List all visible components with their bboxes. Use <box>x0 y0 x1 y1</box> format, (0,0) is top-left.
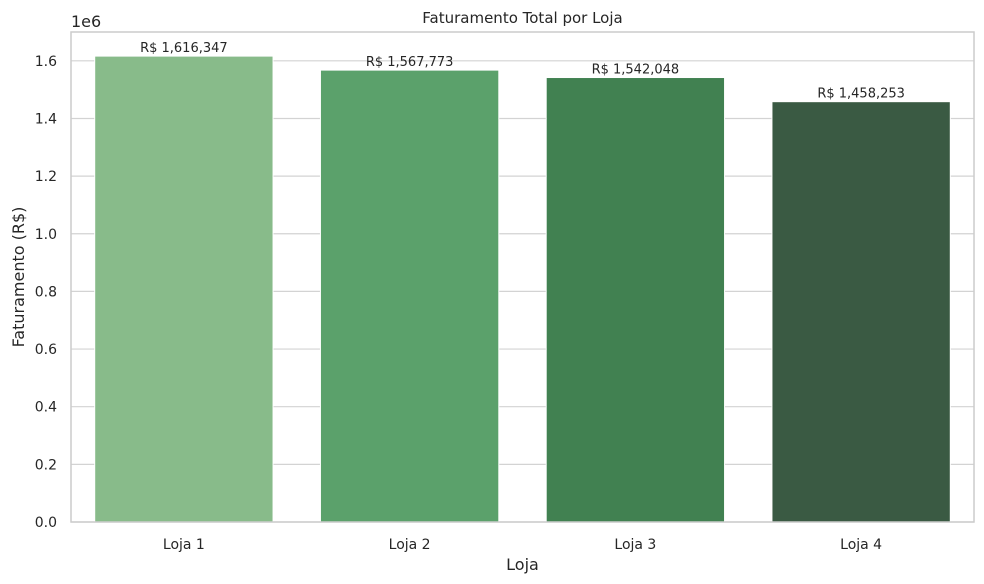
bar-loja-1 <box>94 55 274 523</box>
bar-loja-4 <box>771 101 951 523</box>
y-tick-label: 1.4 <box>35 111 57 127</box>
bar-value-label: R$ 1,616,347 <box>140 41 228 56</box>
x-axis-ticks: Loja 1 Loja 2 Loja 3 Loja 4 <box>163 537 882 553</box>
x-tick-label: Loja 3 <box>614 537 656 553</box>
bar-value-label: R$ 1,567,773 <box>366 55 454 70</box>
data-labels: R$ 1,616,347 R$ 1,567,773 R$ 1,542,048 R$ 1… <box>140 41 905 102</box>
bar-loja-3 <box>545 77 726 523</box>
x-axis-title: Loja <box>506 555 539 574</box>
y-tick-label: 1.6 <box>35 54 57 70</box>
y-axis-offset-label: 1e6 <box>71 12 101 31</box>
y-tick-label: 0.8 <box>35 284 57 300</box>
y-tick-label: 1.0 <box>35 227 57 243</box>
chart-title: Faturamento Total por Loja <box>422 9 622 27</box>
y-tick-label: 1.2 <box>35 169 57 185</box>
bars <box>94 55 951 523</box>
y-tick-label: 0.2 <box>35 457 57 473</box>
bar-value-label: R$ 1,458,253 <box>817 87 905 102</box>
y-tick-label: 0.4 <box>35 400 57 416</box>
y-tick-label: 0.6 <box>35 342 57 358</box>
x-tick-label: Loja 4 <box>840 537 882 553</box>
x-tick-label: Loja 2 <box>389 537 431 553</box>
y-tick-label: 0.0 <box>35 515 57 531</box>
x-tick-label: Loja 1 <box>163 537 205 553</box>
bar-value-label: R$ 1,542,048 <box>592 63 680 78</box>
bar-loja-2 <box>319 69 500 523</box>
y-axis-title: Faturamento (R$) <box>9 207 28 348</box>
plot-frame <box>70 31 975 523</box>
y-axis-ticks: 0.0 0.2 0.4 0.6 0.8 1.0 1.2 1.4 1.6 <box>35 54 57 531</box>
